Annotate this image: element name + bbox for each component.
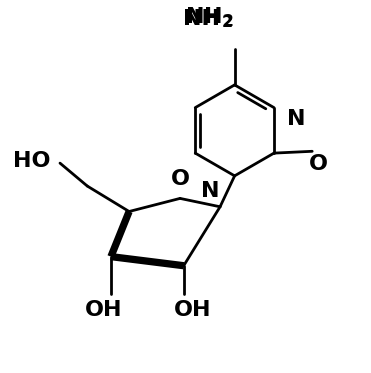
Text: 2: 2 (222, 15, 233, 30)
Text: NH: NH (183, 9, 220, 28)
Text: OH: OH (174, 300, 211, 320)
Text: N: N (287, 109, 305, 129)
Text: OH: OH (85, 300, 122, 320)
Text: O: O (309, 154, 328, 174)
Text: O: O (171, 169, 190, 189)
Polygon shape (108, 210, 132, 258)
Polygon shape (111, 253, 184, 269)
Text: $\mathbf{NH_2}$: $\mathbf{NH_2}$ (185, 5, 234, 28)
Text: HO: HO (13, 151, 51, 170)
Text: N: N (201, 181, 220, 201)
